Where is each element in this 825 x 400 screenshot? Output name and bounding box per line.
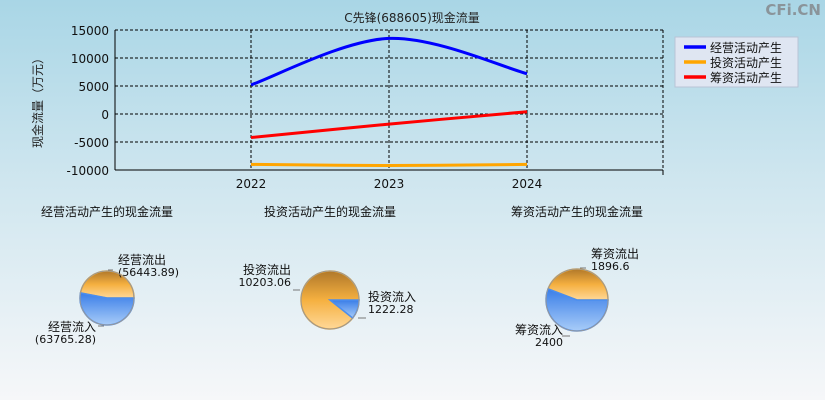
- pie-slice-value: 1896.6: [591, 260, 630, 273]
- pie-title: 经营活动产生的现金流量: [41, 204, 173, 219]
- y-tick-label: -10000: [66, 164, 109, 178]
- legend-label: 投资活动产生: [710, 55, 782, 70]
- x-tick-label: 2022: [236, 177, 267, 191]
- series-line-2: [250, 110, 528, 140]
- pie-slice-value: (63765.28): [35, 333, 96, 346]
- pie-slice-value: 10203.06: [239, 276, 292, 289]
- x-tick-label: 2023: [374, 177, 405, 191]
- pie-slice-value: 2400: [535, 336, 563, 349]
- legend-label: 经营活动产生: [710, 41, 782, 55]
- pie-outline: [300, 270, 360, 330]
- y-tick-label: -5000: [74, 136, 109, 150]
- pie-outline: [545, 268, 609, 332]
- y-axis-label: 现金流量（万元）: [30, 52, 45, 148]
- pie-title: 筹资活动产生的现金流量: [511, 204, 643, 219]
- series-line-0: [250, 36, 528, 87]
- pie-title: 投资活动产生的现金流量: [264, 204, 396, 219]
- x-tick-label: 2024: [512, 177, 543, 191]
- watermark: CFi.CN: [765, 1, 821, 19]
- pie-slice-label: 经营流入: [48, 320, 96, 334]
- pie-slice-label: 筹资流入: [515, 323, 563, 337]
- y-tick-label: 10000: [71, 52, 109, 66]
- legend-label: 筹资活动产生: [710, 71, 782, 85]
- y-tick-label: 5000: [78, 80, 109, 94]
- y-tick-label: 15000: [71, 24, 109, 38]
- y-tick-label: 0: [101, 108, 109, 122]
- pie-slice-value: (56443.89): [118, 266, 179, 279]
- pie-slice-label: 经营流出: [118, 253, 166, 267]
- series-line-1: [250, 162, 528, 168]
- pie-outline: [79, 270, 135, 326]
- pie-slice-label: 投资流入: [368, 289, 416, 304]
- pie-slice-value: 1222.28: [368, 303, 414, 316]
- chart-title: C先锋(688605)现金流量: [344, 10, 480, 25]
- pie-slice-label: 投资流出: [243, 262, 291, 277]
- pie-slice-label: 筹资流出: [591, 247, 639, 261]
